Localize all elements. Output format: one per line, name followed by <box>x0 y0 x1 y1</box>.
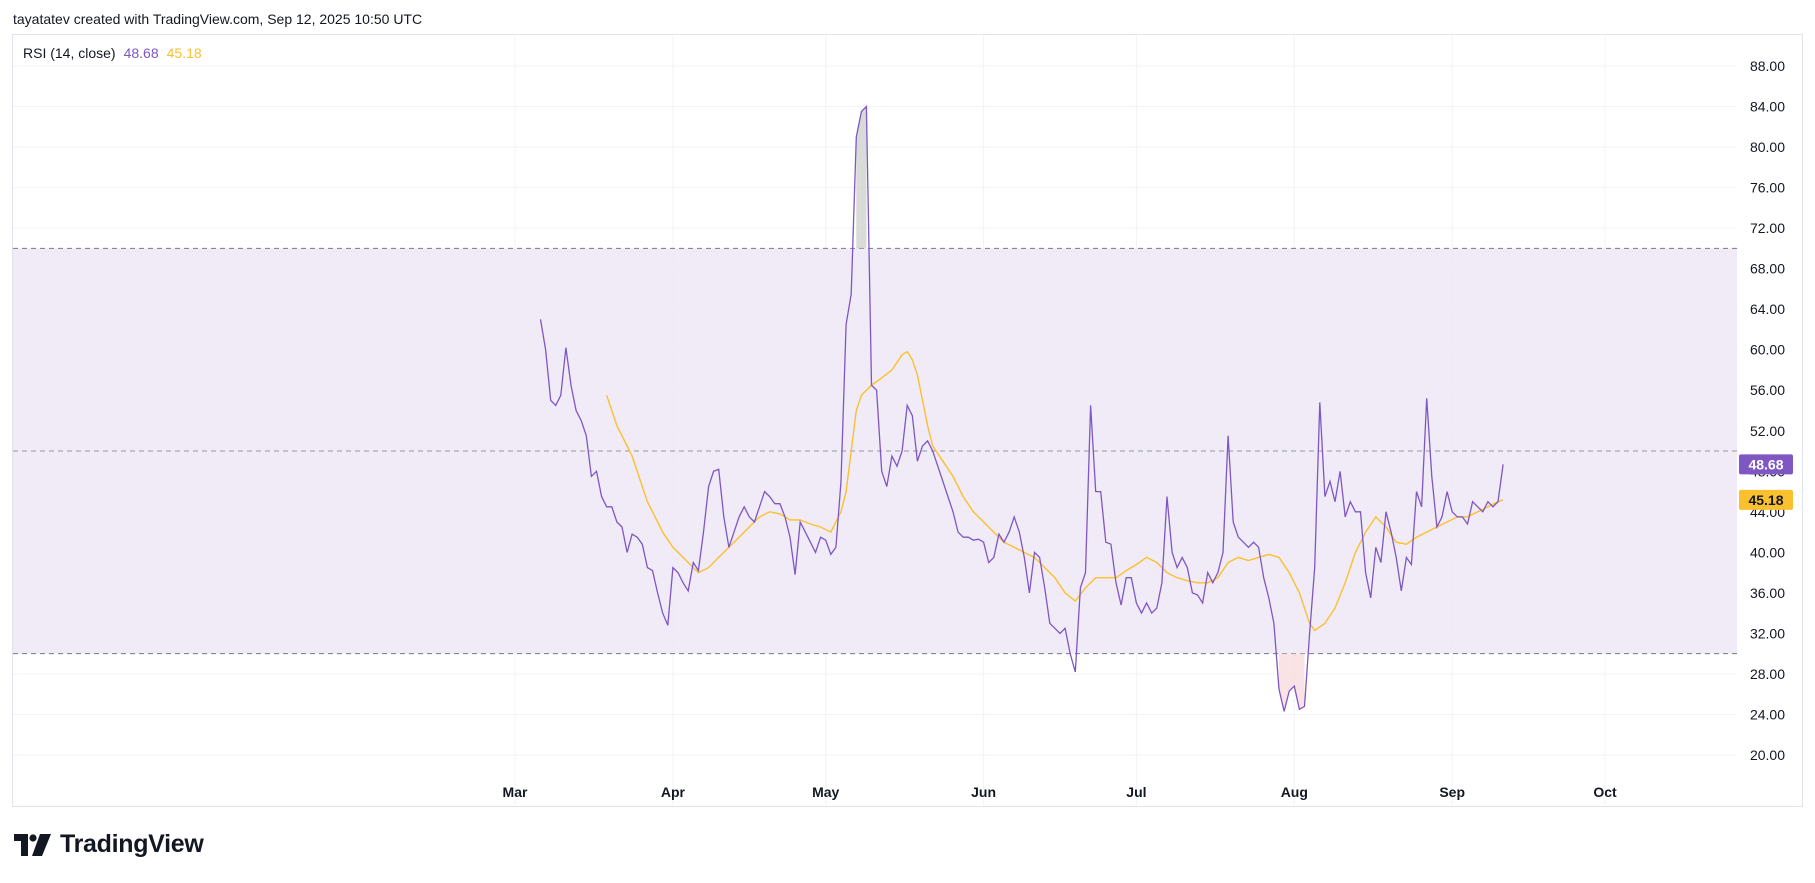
y-tick-label: 68.00 <box>1750 261 1785 277</box>
y-tick-label: 72.00 <box>1750 220 1785 236</box>
ma-value: 45.18 <box>166 45 202 61</box>
rsi-line <box>539 104 1504 712</box>
y-tick-label: 28.00 <box>1750 666 1785 682</box>
y-tick-label: 40.00 <box>1750 544 1785 560</box>
y-tick-label: 32.00 <box>1750 625 1785 641</box>
y-tick-label: 56.00 <box>1750 382 1785 398</box>
tradingview-wordmark: TradingView <box>60 830 204 858</box>
rsi-last-value-tag: 48.68 <box>1748 456 1783 472</box>
indicator-name: RSI (14, close) <box>23 45 116 61</box>
ma-last-value-tag-bg <box>1739 489 1793 510</box>
x-tick-label: Oct <box>1593 784 1617 800</box>
rsi-band-layer <box>13 247 1737 655</box>
x-tick-label: Jul <box>1126 784 1146 800</box>
x-axis: Mar Apr May Jun Jul Aug Sep Oct <box>503 784 1617 800</box>
x-tick-label: Mar <box>503 784 528 800</box>
tradingview-brand[interactable]: TradingView <box>14 830 204 859</box>
y-tick-label: 80.00 <box>1750 139 1785 155</box>
y-tick-label: 76.00 <box>1750 180 1785 196</box>
y-tick-label: 60.00 <box>1750 342 1785 358</box>
y-tick-label: 84.00 <box>1750 99 1785 115</box>
series-layer <box>539 104 1504 712</box>
chart-frame <box>12 34 1803 807</box>
x-tick-label: Jun <box>971 784 996 800</box>
x-tick-label: May <box>812 784 839 800</box>
y-tick-label: 36.00 <box>1750 585 1785 601</box>
ma-last-value-tag: 45.18 <box>1748 492 1783 508</box>
x-tick-label: Sep <box>1439 784 1465 800</box>
y-tick-label: 24.00 <box>1750 706 1785 722</box>
attribution-text: tayatatev created with TradingView.com, … <box>13 11 423 27</box>
rsi-value: 48.68 <box>123 45 159 61</box>
y-tick-label: 52.00 <box>1750 423 1785 439</box>
y-tick-label: 64.00 <box>1750 301 1785 317</box>
x-tick-label: Apr <box>661 784 686 800</box>
overbought-fill <box>856 106 867 249</box>
y-tick-label: 88.00 <box>1750 58 1785 74</box>
y-tick-label: 20.00 <box>1750 747 1785 763</box>
x-tick-label: Aug <box>1281 784 1308 800</box>
rsi-last-value-tag-bg <box>1739 454 1793 475</box>
oversold-fill <box>1279 653 1305 712</box>
tradingview-logo-icon <box>14 833 51 856</box>
indicator-legend[interactable]: RSI (14, close) 48.68 45.18 <box>23 45 202 61</box>
price-tags: 48.68 45.18 <box>1739 454 1793 510</box>
y-axis: 88.00 84.00 80.00 76.00 72.00 68.00 64.00 60.00… <box>1750 58 1785 763</box>
extreme-fill-layer <box>856 106 1305 712</box>
rsi-band-background <box>13 248 1737 654</box>
